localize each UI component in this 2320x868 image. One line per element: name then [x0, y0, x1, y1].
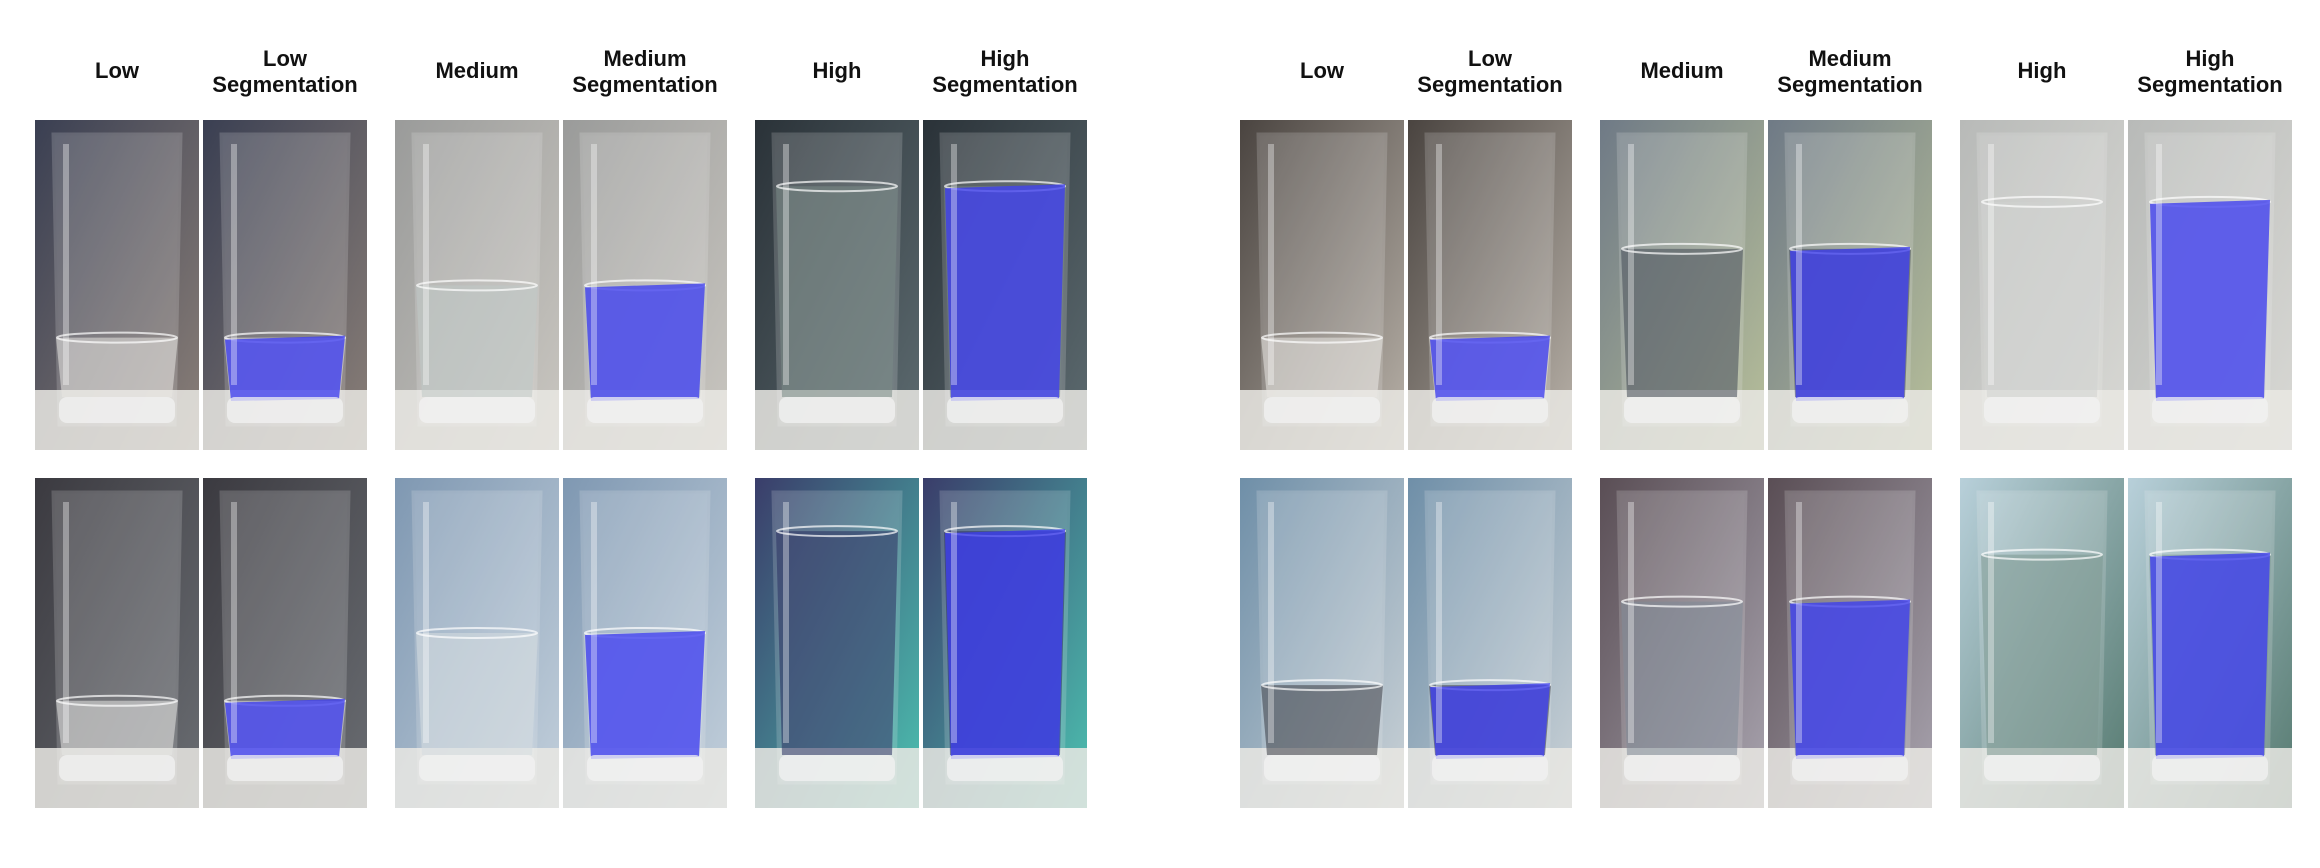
segmentation-image: [1408, 120, 1572, 450]
glass-image: [395, 478, 559, 808]
glass-image-svg: [1600, 120, 1764, 450]
column-header: Low Segmentation: [212, 46, 358, 97]
segmentation-image: [203, 478, 367, 808]
segmentation-image-svg: [923, 120, 1087, 450]
segmentation-image: [1408, 478, 1572, 808]
segmentation-image: [563, 120, 727, 450]
glass-image: [35, 120, 199, 450]
segmentation-image: [1768, 120, 1932, 450]
segmentation-image-svg: [1408, 478, 1572, 808]
glass-image: [1600, 478, 1764, 808]
column-header: Low: [1300, 58, 1344, 83]
column-header: High: [812, 58, 862, 83]
segmentation-image-svg: [1408, 120, 1572, 450]
glass-image-svg: [395, 478, 559, 808]
column-header: Low: [95, 58, 139, 83]
glass-image-svg: [35, 120, 199, 450]
segmentation-image: [923, 478, 1087, 808]
segmentation-image: [563, 478, 727, 808]
segmentation-image: [923, 120, 1087, 450]
segmentation-image-svg: [1768, 478, 1932, 808]
segmentation-image: [2128, 478, 2292, 808]
glass-image: [1240, 478, 1404, 808]
glass-image: [395, 120, 559, 450]
glass-image: [755, 120, 919, 450]
glass-image: [1960, 120, 2124, 450]
glass-image-svg: [1240, 478, 1404, 808]
segmentation-image-svg: [563, 120, 727, 450]
column-header: Medium Segmentation: [572, 46, 718, 97]
glass-image-svg: [35, 478, 199, 808]
column-header: Medium: [435, 58, 519, 83]
glass-image: [755, 478, 919, 808]
glass-image-svg: [1960, 120, 2124, 450]
glass-image-svg: [1240, 120, 1404, 450]
glass-image: [1960, 478, 2124, 808]
glass-image-svg: [755, 478, 919, 808]
segmentation-image-svg: [2128, 478, 2292, 808]
right-figure-panel: Low Low Segmentation Medium Medium Segmenta…: [1220, 0, 2320, 868]
column-header: Medium Segmentation: [1777, 46, 1923, 97]
segmentation-image-svg: [203, 478, 367, 808]
column-header: High: [2017, 58, 2067, 83]
column-header: Low Segmentation: [1417, 46, 1563, 97]
glass-image-svg: [755, 120, 919, 450]
column-header: High Segmentation: [932, 46, 1078, 97]
glass-image-svg: [395, 120, 559, 450]
glass-image-svg: [1600, 478, 1764, 808]
segmentation-image: [203, 120, 367, 450]
glass-image-svg: [1960, 478, 2124, 808]
segmentation-image-svg: [563, 478, 727, 808]
glass-image: [1600, 120, 1764, 450]
segmentation-image: [2128, 120, 2292, 450]
segmentation-image-svg: [2128, 120, 2292, 450]
segmentation-image-svg: [923, 478, 1087, 808]
segmentation-image-svg: [1768, 120, 1932, 450]
glass-image: [35, 478, 199, 808]
column-header: Medium: [1640, 58, 1724, 83]
segmentation-image: [1768, 478, 1932, 808]
segmentation-image-svg: [203, 120, 367, 450]
left-figure-panel: Low Low Segmentation Medium Medium Segmenta…: [0, 0, 1100, 868]
glass-image: [1240, 120, 1404, 450]
column-header: High Segmentation: [2137, 46, 2283, 97]
